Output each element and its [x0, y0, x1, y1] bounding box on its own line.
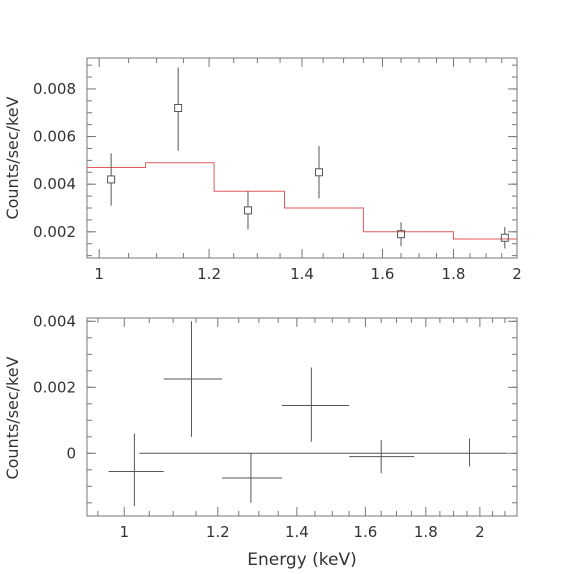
top-data-point-marker	[314, 168, 323, 177]
bottom-axes: 1 1.2 1.4 1.6 1.8 2 0 0.002 0.004	[33, 312, 518, 541]
bottom-x-axis-label: Energy (keV)	[247, 550, 357, 570]
bottom-x-tick-label: 1.6	[353, 523, 377, 541]
bottom-x-tick-label: 1.2	[206, 523, 230, 541]
top-plot-frame	[86, 57, 518, 259]
top-x-tick-label: 1.8	[442, 265, 466, 283]
bottom-panel: 1 1.2 1.4 1.6 1.8 2 0 0.002 0.004 Counts/sec/keV…	[3, 312, 518, 570]
top-model-step-line	[87, 162, 517, 240]
bottom-x-tick-label: 1.8	[414, 523, 438, 541]
top-x-tick-label: 2	[512, 265, 522, 283]
bottom-data-points	[108, 321, 471, 507]
top-x-tick-label: 1.2	[197, 265, 221, 283]
top-y-tick-label: 0.002	[33, 223, 76, 241]
bottom-x-tick-label: 1	[119, 523, 129, 541]
bottom-y-tick-label: 0.002	[33, 378, 76, 396]
top-y-axis-label: Counts/sec/keV	[3, 96, 22, 219]
top-data-point-marker	[500, 233, 509, 242]
bottom-y-axis-label: Counts/sec/keV	[3, 356, 22, 479]
top-model-line	[87, 162, 517, 240]
top-y-tick-label: 0.008	[33, 80, 76, 98]
bottom-x-tick-label: 1.4	[285, 523, 309, 541]
top-axes: 1 1.2 1.4 1.6 1.8 2 0.002 0.004 0.006 0.008	[33, 58, 522, 283]
top-data-point-marker	[174, 104, 183, 112]
top-x-tick-label: 1.4	[290, 265, 314, 283]
bottom-x-tick-label: 2	[475, 523, 485, 541]
top-data-point-marker	[107, 175, 116, 184]
top-data-point-marker	[243, 206, 252, 215]
bottom-y-tick-label: 0.004	[33, 312, 76, 330]
top-data-point-marker	[397, 230, 406, 239]
bottom-plot-frame	[86, 317, 518, 517]
bottom-y-tick-label: 0	[66, 444, 76, 462]
top-y-tick-label: 0.004	[33, 175, 76, 193]
top-x-tick-label: 1.6	[371, 265, 395, 283]
top-panel: 1 1.2 1.4 1.6 1.8 2 0.002 0.004 0.006 0.008 Count…	[3, 57, 522, 283]
top-data-points	[107, 67, 509, 249]
top-x-tick-label: 1	[94, 265, 104, 283]
top-y-tick-label: 0.006	[33, 128, 76, 146]
